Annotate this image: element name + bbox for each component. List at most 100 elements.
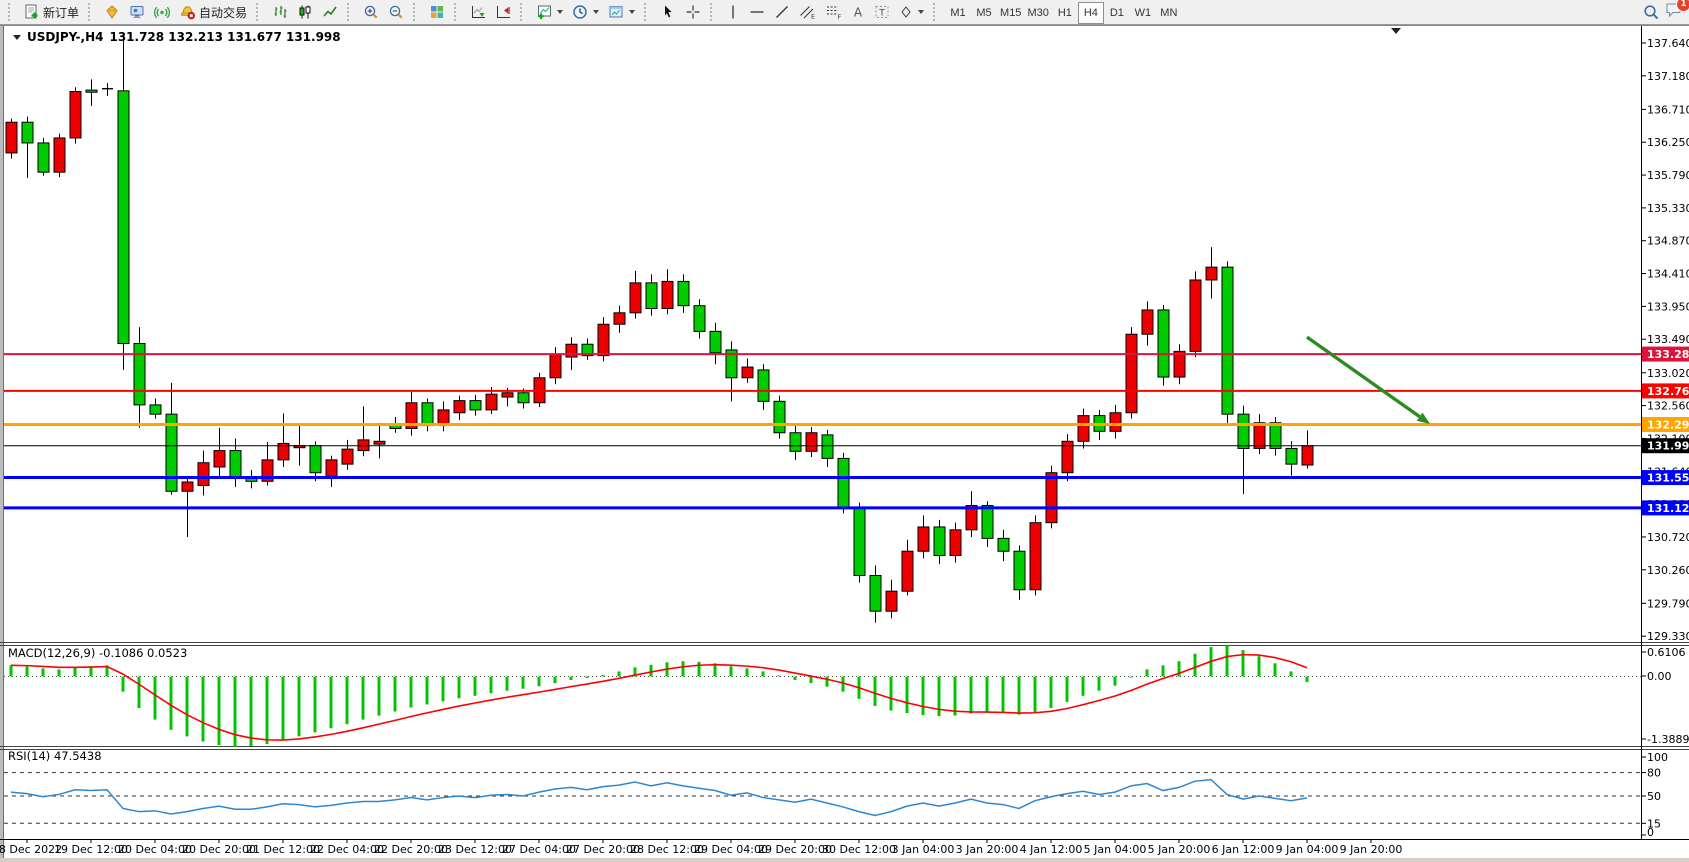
zoom-out-button[interactable] bbox=[384, 1, 408, 23]
channel-icon: E bbox=[799, 4, 816, 20]
time-tick-label: 20 Dec 20:00 bbox=[182, 843, 256, 856]
time-tick-label: 9 Jan 20:00 bbox=[1340, 843, 1403, 856]
toolbar-grip[interactable] bbox=[8, 3, 15, 21]
rsi-axis-label: 80 bbox=[1647, 767, 1661, 780]
price-line-label-text: 131.552 bbox=[1647, 472, 1689, 485]
new-order-button[interactable]: 新订单 bbox=[20, 1, 83, 23]
candle-down bbox=[37, 142, 50, 173]
timeframe-H1[interactable]: H1 bbox=[1052, 2, 1078, 24]
toolbar-grip[interactable] bbox=[710, 3, 717, 21]
crosshair-icon bbox=[685, 4, 701, 20]
candle-up bbox=[5, 121, 18, 154]
dropdown-caret bbox=[918, 10, 925, 14]
window-frame-left bbox=[0, 25, 3, 862]
timeframe-M1[interactable]: M1 bbox=[945, 2, 971, 24]
fibonacci-button[interactable]: F bbox=[821, 1, 846, 23]
window-frame-bottom bbox=[0, 858, 1689, 862]
timeframe-MN[interactable]: MN bbox=[1156, 2, 1182, 24]
candle-down bbox=[1157, 309, 1170, 378]
toolbar-grip[interactable] bbox=[644, 3, 651, 21]
trendline-button[interactable] bbox=[770, 1, 794, 23]
time-tick-label: 21 Dec 12:00 bbox=[246, 843, 320, 856]
bar-chart-icon bbox=[272, 4, 288, 20]
text-label-button[interactable]: T bbox=[870, 1, 894, 23]
symbol-period: USDJPY-,H4 bbox=[27, 30, 104, 44]
candle-up bbox=[805, 432, 818, 452]
time-tick-label: 6 Jan 12:00 bbox=[1212, 843, 1275, 856]
price-tick-label: 135.330 bbox=[1647, 202, 1689, 215]
timeframe-M5[interactable]: M5 bbox=[971, 2, 997, 24]
candle-down bbox=[997, 537, 1010, 552]
toolbar-grip[interactable] bbox=[256, 3, 263, 21]
zoom-in-button[interactable] bbox=[359, 1, 383, 23]
toolbar-grip[interactable] bbox=[413, 3, 420, 21]
toolbar-grip[interactable] bbox=[454, 3, 461, 21]
line-chart-button[interactable] bbox=[318, 1, 342, 23]
macd-axis-label: 0.00 bbox=[1647, 670, 1672, 683]
text-button[interactable]: A bbox=[847, 1, 869, 23]
timeframe-M30[interactable]: M30 bbox=[1024, 2, 1051, 24]
toolbar-grip[interactable] bbox=[347, 3, 354, 21]
trend-arrow-annotation[interactable] bbox=[1306, 335, 1421, 419]
new-order-label: 新订单 bbox=[43, 5, 80, 20]
toolbar-grip[interactable] bbox=[933, 3, 940, 21]
chat-button[interactable]: 1 bbox=[1665, 0, 1689, 23]
periods-button[interactable] bbox=[568, 1, 603, 23]
rsi-axis-label: 15 bbox=[1647, 817, 1661, 830]
signals-button[interactable] bbox=[150, 1, 174, 23]
candle-down bbox=[421, 402, 434, 427]
time-tick-label: 19 Dec 12:00 bbox=[54, 843, 128, 856]
terminal-button[interactable] bbox=[125, 1, 149, 23]
crosshair-button[interactable] bbox=[681, 1, 705, 23]
chart-shift-button[interactable] bbox=[491, 1, 515, 23]
cursor-button[interactable] bbox=[656, 1, 680, 23]
candle-up bbox=[53, 137, 66, 173]
rsi-line bbox=[10, 778, 1308, 817]
candle-down bbox=[165, 413, 178, 492]
price-tick-label: 135.790 bbox=[1647, 169, 1689, 182]
candle-up bbox=[901, 550, 914, 592]
timeframe-W1[interactable]: W1 bbox=[1130, 2, 1156, 24]
toolbar-grip[interactable] bbox=[520, 3, 527, 21]
chart-background[interactable] bbox=[0, 25, 1689, 862]
workstation-icon bbox=[129, 4, 145, 20]
timeframe-M15[interactable]: M15 bbox=[997, 2, 1024, 24]
macd-signal-line bbox=[10, 653, 1308, 741]
timeframe-H4[interactable]: H4 bbox=[1077, 1, 1104, 24]
vertical-line-button[interactable] bbox=[722, 1, 744, 23]
shapes-button[interactable] bbox=[895, 1, 928, 23]
candle-up bbox=[1029, 522, 1042, 591]
time-tick-label: 9 Jan 04:00 bbox=[1276, 843, 1339, 856]
price-tick-label: 134.870 bbox=[1647, 235, 1689, 248]
candle-up bbox=[549, 353, 562, 379]
candle-down bbox=[869, 574, 882, 612]
templates-button[interactable] bbox=[604, 1, 639, 23]
candle-down bbox=[933, 526, 946, 557]
price-line-label bbox=[1642, 500, 1689, 516]
candle-up bbox=[501, 392, 514, 398]
svg-text:E: E bbox=[811, 13, 815, 21]
ohlc-expander-icon[interactable] bbox=[13, 34, 21, 40]
candle-up bbox=[405, 402, 418, 429]
vertical-line-icon bbox=[726, 4, 740, 20]
chart-shift-marker-icon[interactable] bbox=[1391, 28, 1401, 34]
bar-chart-button[interactable] bbox=[268, 1, 292, 23]
indicators-button[interactable] bbox=[532, 1, 567, 23]
channel-button[interactable]: E bbox=[795, 1, 820, 23]
price-line-label bbox=[1642, 346, 1689, 362]
candle-down bbox=[229, 450, 242, 479]
autotrade-button[interactable]: 自动交易 bbox=[175, 1, 251, 23]
time-tick-label: 30 Dec 12:00 bbox=[822, 843, 896, 856]
timeframe-D1[interactable]: D1 bbox=[1104, 2, 1130, 24]
indicators-icon bbox=[536, 4, 552, 20]
search-button[interactable] bbox=[1639, 1, 1664, 23]
toolbar-grip[interactable] bbox=[88, 3, 95, 21]
market-gem-button[interactable] bbox=[100, 1, 124, 23]
horizontal-line-button[interactable] bbox=[745, 1, 769, 23]
tile-windows-button[interactable] bbox=[425, 1, 449, 23]
candlestick-chart-button[interactable] bbox=[293, 1, 317, 23]
macd-axis-label: 0.6106 bbox=[1647, 646, 1686, 659]
auto-scroll-button[interactable] bbox=[466, 1, 490, 23]
candle-down bbox=[757, 369, 770, 402]
